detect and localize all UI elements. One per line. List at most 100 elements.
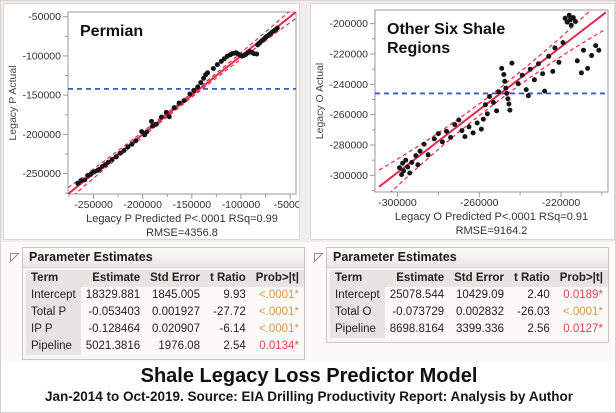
data-point[interactable] <box>415 162 421 168</box>
data-point[interactable] <box>494 108 500 114</box>
data-point[interactable] <box>191 87 197 93</box>
data-point[interactable] <box>470 130 476 136</box>
data-point[interactable] <box>531 77 537 83</box>
data-point[interactable] <box>507 107 513 113</box>
data-point[interactable] <box>503 85 509 91</box>
data-point[interactable] <box>405 164 411 170</box>
data-point[interactable] <box>570 15 576 21</box>
data-point[interactable] <box>556 59 562 65</box>
data-point[interactable] <box>519 72 525 78</box>
data-point[interactable] <box>153 121 159 127</box>
data-point[interactable] <box>431 136 437 142</box>
data-point[interactable] <box>578 70 584 76</box>
data-point[interactable] <box>478 126 484 132</box>
data-point[interactable] <box>125 144 131 150</box>
data-point[interactable] <box>536 61 541 67</box>
data-point[interactable] <box>181 98 187 104</box>
data-point[interactable] <box>566 12 572 18</box>
data-point[interactable] <box>482 102 488 108</box>
data-point[interactable] <box>572 18 578 24</box>
data-point[interactable] <box>560 40 566 46</box>
data-point[interactable] <box>133 138 139 144</box>
data-point[interactable] <box>109 157 115 162</box>
data-point[interactable] <box>574 58 580 64</box>
data-point[interactable] <box>421 141 427 147</box>
data-point[interactable] <box>409 159 415 165</box>
data-point[interactable] <box>439 139 445 145</box>
data-point[interactable] <box>491 100 496 105</box>
data-point[interactable] <box>456 117 462 123</box>
data-point[interactable] <box>496 89 502 95</box>
data-point[interactable] <box>504 90 510 96</box>
data-point[interactable] <box>274 25 280 31</box>
data-point[interactable] <box>129 141 135 147</box>
disclosure-triangle-icon[interactable] <box>9 250 20 263</box>
data-point[interactable] <box>435 131 441 137</box>
data-point[interactable] <box>581 47 586 53</box>
data-point[interactable] <box>105 159 111 165</box>
data-point[interactable] <box>144 129 150 135</box>
data-point[interactable] <box>542 88 548 94</box>
data-point[interactable] <box>149 118 154 124</box>
data-point[interactable] <box>176 100 182 106</box>
data-point[interactable] <box>462 134 468 140</box>
data-point[interactable] <box>546 53 552 59</box>
data-point[interactable] <box>466 124 472 130</box>
data-point[interactable] <box>568 22 574 28</box>
data-point[interactable] <box>487 94 492 99</box>
data-point[interactable] <box>448 134 454 140</box>
data-point[interactable] <box>506 101 512 107</box>
data-point[interactable] <box>113 154 119 160</box>
data-point[interactable] <box>502 78 508 84</box>
data-point[interactable] <box>195 84 201 90</box>
data-point[interactable] <box>82 177 88 183</box>
data-point[interactable] <box>552 45 558 51</box>
data-point[interactable] <box>187 91 193 97</box>
data-point[interactable] <box>585 65 591 71</box>
data-point[interactable] <box>117 150 123 156</box>
data-point[interactable] <box>525 93 531 99</box>
data-point[interactable] <box>527 66 533 72</box>
data-point[interactable] <box>121 148 127 153</box>
data-point[interactable] <box>403 157 409 163</box>
disclosure-triangle-icon[interactable] <box>313 250 324 263</box>
data-point[interactable] <box>484 111 490 117</box>
data-point[interactable] <box>407 170 413 176</box>
data-point[interactable] <box>214 62 220 68</box>
data-point[interactable] <box>523 87 529 93</box>
data-point[interactable] <box>254 51 260 57</box>
data-point[interactable] <box>499 65 505 71</box>
data-point[interactable] <box>397 165 402 171</box>
data-point[interactable] <box>505 96 511 102</box>
data-point[interactable] <box>399 172 405 178</box>
data-point[interactable] <box>540 71 546 77</box>
data-point[interactable] <box>163 109 169 115</box>
data-point[interactable] <box>425 152 431 158</box>
data-point[interactable] <box>413 153 419 159</box>
data-point[interactable] <box>158 114 164 120</box>
data-point[interactable] <box>139 129 145 135</box>
data-point[interactable] <box>474 120 480 126</box>
data-point[interactable] <box>509 60 515 66</box>
data-point[interactable] <box>589 53 595 58</box>
data-point[interactable] <box>550 68 556 74</box>
data-point[interactable] <box>401 168 407 174</box>
table-title[interactable]: Parameter Estimates <box>327 248 608 268</box>
data-point[interactable] <box>459 128 465 134</box>
data-point[interactable] <box>198 80 204 86</box>
data-point[interactable] <box>452 122 458 127</box>
data-point[interactable] <box>210 66 216 71</box>
data-point[interactable] <box>596 47 602 53</box>
data-point[interactable] <box>205 70 211 76</box>
data-point[interactable] <box>171 105 177 111</box>
data-point[interactable] <box>417 148 423 154</box>
data-point[interactable] <box>150 123 155 129</box>
data-point[interactable] <box>480 116 486 122</box>
data-point[interactable] <box>400 160 406 166</box>
data-point[interactable] <box>562 15 568 21</box>
data-point[interactable] <box>593 43 599 49</box>
data-point[interactable] <box>501 72 507 77</box>
data-point[interactable] <box>166 114 172 120</box>
data-point[interactable] <box>444 128 449 134</box>
table-title[interactable]: Parameter Estimates <box>23 248 304 268</box>
